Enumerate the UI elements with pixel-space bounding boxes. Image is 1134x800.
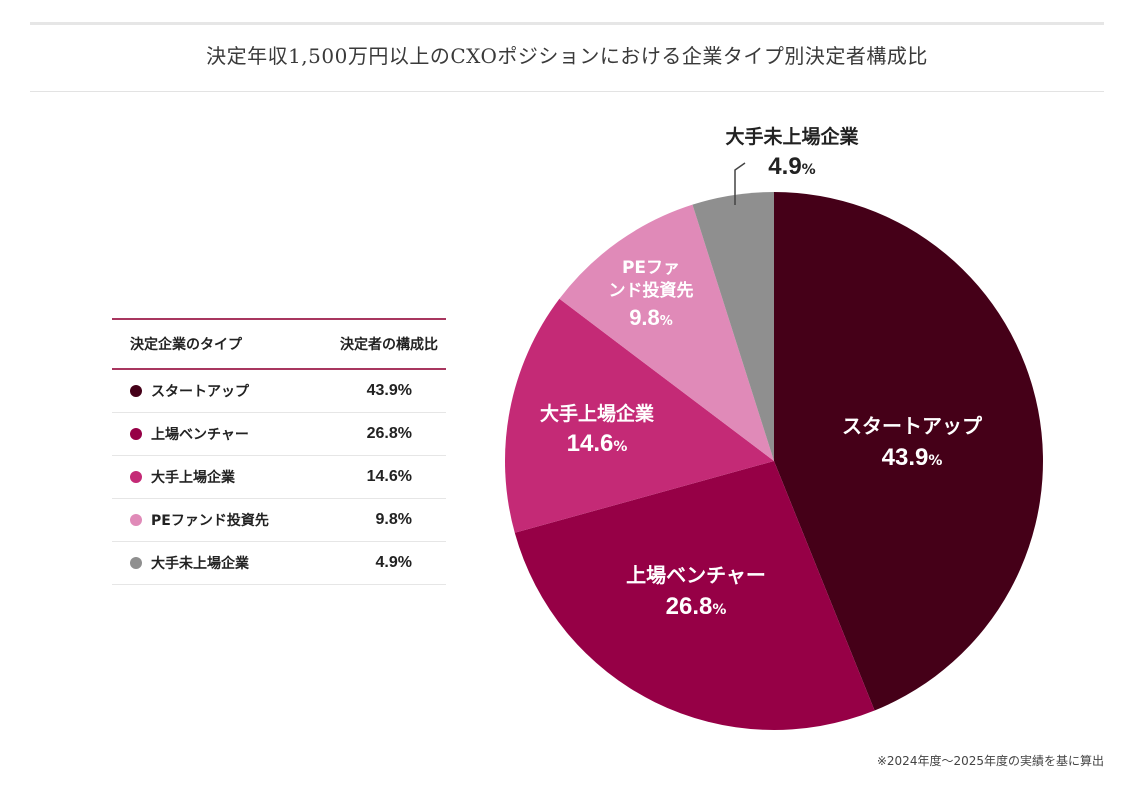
slice-label: 上場ベンチャー 26.8%	[626, 563, 766, 620]
footnote: ※2024年度〜2025年度の実績を基に算出	[876, 754, 1104, 768]
legend-table: 決定企業のタイプ 決定者の構成比 スタートアップ 43.9% 上場ベンチャー 2…	[112, 318, 446, 585]
legend-dot	[130, 557, 142, 569]
leader-line	[734, 162, 746, 205]
legend-label: 大手未上場企業	[151, 556, 249, 572]
legend-label: 上場ベンチャー	[151, 427, 249, 443]
legend-top-line	[112, 318, 446, 320]
legend-label: 大手上場企業	[151, 470, 235, 486]
legend-row: 大手上場企業 14.6%	[112, 456, 446, 499]
slice-label: スタートアップ 43.9%	[842, 414, 983, 471]
title-divider	[30, 91, 1104, 92]
slice-name-label: PEファ	[622, 258, 680, 278]
slice-name-label: 上場ベンチャー	[626, 563, 766, 587]
slice-value-label: 9.8%	[629, 305, 673, 330]
pie-slice	[504, 298, 774, 533]
legend-dot	[130, 428, 142, 440]
legend-header-type: 決定企業のタイプ	[130, 337, 242, 353]
legend-label: スタートアップ	[151, 384, 249, 400]
legend-value: 26.8%	[366, 425, 412, 442]
slice-label: 大手未上場企業 4.9%	[725, 125, 859, 180]
legend-dot	[130, 385, 142, 397]
pie-slice	[774, 192, 1043, 711]
pie-slice	[514, 461, 875, 730]
pie-slice	[559, 204, 774, 461]
slice-name-label: 大手未上場企業	[725, 125, 859, 148]
slice-value-label: 14.6%	[567, 430, 628, 457]
slice-value-label: 4.9%	[768, 153, 815, 180]
legend-value: 14.6%	[366, 468, 412, 485]
pie-slice	[692, 192, 774, 461]
chart-title: 決定年収1,500万円以上のCXOポジションにおける企業タイプ別決定者構成比	[206, 44, 928, 68]
legend-value: 4.9%	[375, 554, 412, 571]
slice-name-label: ンド投資先	[609, 280, 694, 301]
legend-value: 9.8%	[375, 511, 412, 528]
slice-name-label: 大手上場企業	[540, 402, 655, 425]
top-divider	[30, 22, 1104, 25]
slice-name-label: スタートアップ	[842, 414, 983, 438]
legend-row: 上場ベンチャー 26.8%	[112, 413, 446, 456]
slice-value-label: 26.8%	[666, 593, 727, 620]
legend-header-ratio: 決定者の構成比	[340, 337, 438, 353]
legend-header: 決定企業のタイプ 決定者の構成比	[112, 320, 446, 370]
legend-value: 43.9%	[366, 382, 412, 399]
legend-dot	[130, 471, 142, 483]
slice-label: PEファンド投資先 9.8%	[609, 258, 694, 330]
slice-value-label: 43.9%	[882, 444, 943, 471]
slice-label: 大手上場企業 14.6%	[540, 402, 655, 457]
legend-label: PEファンド投資先	[151, 513, 269, 529]
legend-dot	[130, 514, 142, 526]
legend-row: PEファンド投資先 9.8%	[112, 499, 446, 542]
legend-row: 大手未上場企業 4.9%	[112, 542, 446, 585]
legend-row: スタートアップ 43.9%	[112, 370, 446, 413]
